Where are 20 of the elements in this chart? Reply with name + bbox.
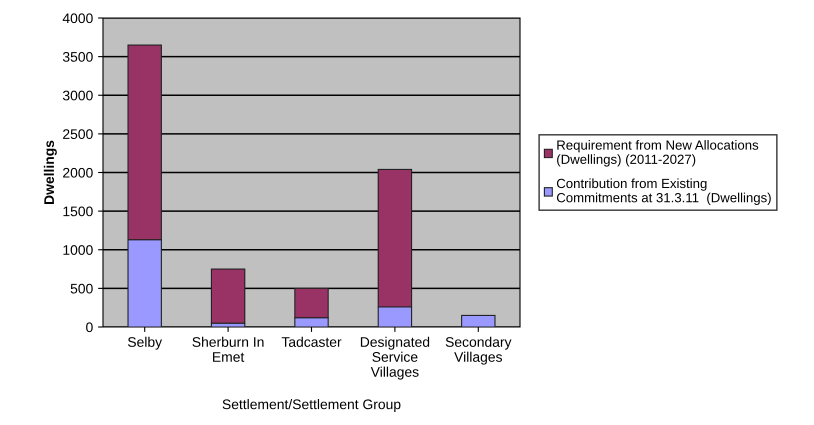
y-tick-label: 2000 — [63, 168, 93, 178]
y-tick-label: 0 — [86, 322, 93, 332]
y-tick-label: 500 — [70, 284, 93, 294]
y-tick-label: 1000 — [63, 245, 93, 255]
bar — [461, 314, 496, 327]
legend-label: Contribution from Existing Commitments at 31.3.11 (Dwellings) — [556, 178, 771, 205]
x-tick-label: Designated Service Villages — [360, 336, 430, 380]
bar — [210, 268, 246, 324]
y-tick-label: 2500 — [63, 129, 93, 140]
x-tick-label: Sherburn In Emet — [192, 336, 264, 362]
y-axis-title: Dwellings — [44, 140, 57, 204]
x-tick-label: Tadcaster — [282, 336, 342, 347]
x-tick-label: Selby — [128, 336, 162, 350]
y-tick-label: 1500 — [63, 206, 93, 216]
y-tick-label: 3500 — [62, 52, 93, 62]
y-tick-label: 4000 — [62, 13, 93, 24]
y-tick-label: 3000 — [62, 90, 93, 100]
legend-label: Requirement from New Allocations (Dwellings) (2011-2027) — [557, 140, 758, 167]
x-axis-title: Settlement/Settlement Group — [222, 399, 400, 412]
x-tick-label: Secondary Villages — [446, 336, 512, 365]
